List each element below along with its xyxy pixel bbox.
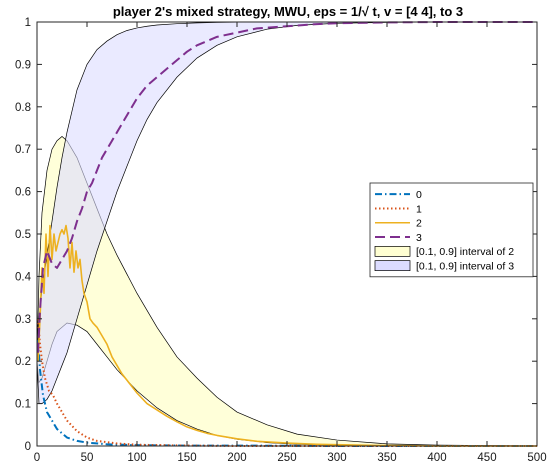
x-tick-label: 250 (277, 452, 296, 464)
series-line-2 (37, 224, 537, 447)
legend-entry: 1 (416, 203, 422, 215)
series-line-0 (37, 339, 537, 447)
legend-entry: [0.1, 0.9] interval of 3 (416, 260, 514, 272)
x-tick-label: 100 (127, 452, 146, 464)
y-tick-label: 0.2 (15, 356, 31, 368)
y-tick-label: 0.8 (15, 102, 31, 114)
legend-entry: 3 (416, 232, 422, 244)
legend: 0 1 2 3 [0.1, 0.9] interval of 2 [0.1, 0.9] i… (369, 182, 534, 278)
x-tick-label: 300 (327, 452, 346, 464)
y-tick-label: 0.6 (15, 187, 31, 199)
y-tick-label: 0.5 (15, 229, 31, 241)
series-line-1 (37, 318, 537, 447)
legend-swatch-band-2 (374, 260, 411, 271)
x-tick-label: 350 (377, 452, 396, 464)
y-tick-label: 0.7 (15, 144, 31, 156)
x-tick-label: 50 (81, 452, 94, 464)
series-layer (37, 21, 537, 447)
x-tick-label: 450 (477, 452, 496, 464)
legend-entry: 2 (416, 218, 422, 230)
x-tick-label: 400 (427, 452, 446, 464)
legend-entry: 0 (416, 189, 422, 201)
x-tick-label: 150 (177, 452, 196, 464)
chart-title: player 2's mixed strategy, MWU, eps = 1/… (113, 4, 463, 19)
band-2 (36, 21, 537, 404)
x-tick-label: 200 (227, 452, 246, 464)
x-tick-label: 500 (527, 452, 546, 464)
y-tick-label: 0.9 (15, 59, 31, 71)
y-tick-label: 1 (25, 17, 31, 29)
y-tick-label: 0.1 (15, 399, 31, 411)
y-tick-label: 0.3 (15, 314, 31, 326)
ticks-layer: 0 50 100 150 200 250 300 350 400 450 500 0 0.1 0.2 0.3… (15, 17, 547, 464)
series-line-3 (37, 21, 537, 353)
legend-swatch-band-1 (374, 246, 411, 257)
y-tick-label: 0 (25, 441, 31, 453)
legend-entry: [0.1, 0.9] interval of 2 (416, 246, 514, 258)
x-tick-label: 0 (34, 452, 40, 464)
y-tick-label: 0.4 (15, 271, 32, 283)
